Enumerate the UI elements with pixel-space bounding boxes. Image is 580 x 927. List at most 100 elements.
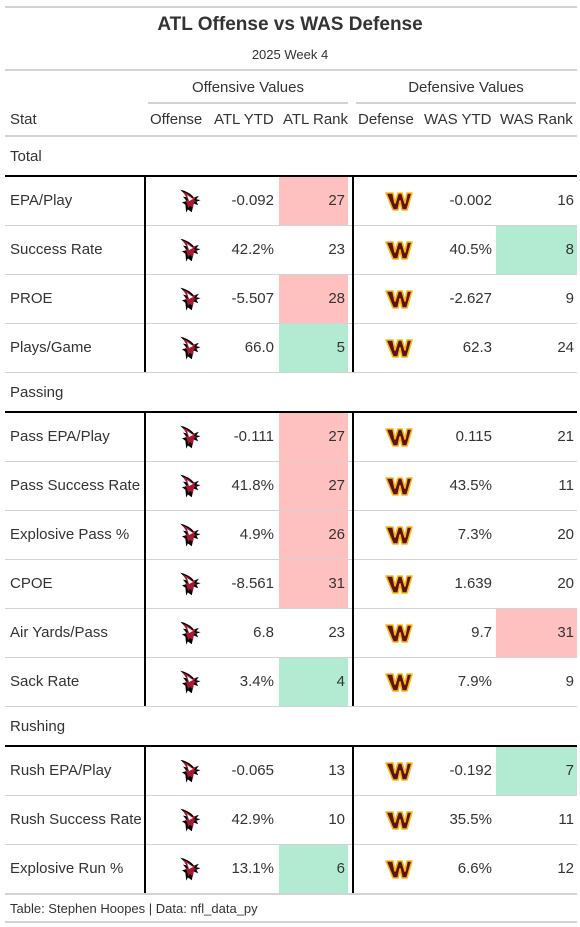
falcons-logo-icon xyxy=(175,569,205,599)
atl-ytd-value: -0.111 xyxy=(233,428,274,445)
was-rank-value: 7 xyxy=(565,762,574,779)
atl-ytd-value: 66.0 xyxy=(244,339,274,356)
was-ytd-value: 6.6% xyxy=(457,860,492,877)
atl-rank-highlight xyxy=(279,324,348,372)
bottom-divider xyxy=(5,893,577,895)
table-row: Explosive Pass % 4.9% 26 7.3% 20 xyxy=(5,511,577,560)
commanders-logo-icon xyxy=(384,805,414,835)
stat-name: EPA/Play xyxy=(10,192,73,209)
commanders-logo-icon xyxy=(384,667,414,697)
was-ytd-value: 0.115 xyxy=(455,428,492,445)
was-rank-value: 21 xyxy=(557,428,574,445)
falcons-logo-icon xyxy=(175,667,205,697)
atl-rank-value: 23 xyxy=(328,624,345,641)
atl-rank-highlight xyxy=(279,658,348,706)
atl-rank-value: 23 xyxy=(328,241,345,258)
atl-ytd-value: -5.507 xyxy=(231,290,274,307)
commanders-logo-icon xyxy=(384,854,414,884)
group-top-bar xyxy=(5,175,577,177)
table-row: Pass Success Rate 41.8% 27 43.5% 11 xyxy=(5,462,577,511)
falcons-logo-icon xyxy=(175,186,205,216)
atl-rank-highlight xyxy=(279,275,348,323)
commanders-logo-icon xyxy=(384,471,414,501)
stat-name: Plays/Game xyxy=(10,339,92,356)
col-header-was-ytd: WAS YTD xyxy=(424,111,492,128)
atl-rank-value: 27 xyxy=(328,428,345,445)
was-rank-value: 9 xyxy=(565,673,574,690)
was-ytd-value: 62.3 xyxy=(462,339,492,356)
stat-name: CPOE xyxy=(10,575,53,592)
table-row: PROE -5.507 28 -2.627 9 xyxy=(5,275,577,324)
top-border xyxy=(5,6,577,8)
falcons-logo-icon xyxy=(175,333,205,363)
was-ytd-value: -0.002 xyxy=(449,192,492,209)
was-ytd-value: 7.9% xyxy=(457,673,492,690)
col-header-atl-ytd: ATL YTD xyxy=(214,111,274,128)
atl-ytd-value: 3.4% xyxy=(239,673,274,690)
stat-name: Success Rate xyxy=(10,241,103,258)
commanders-logo-icon xyxy=(384,569,414,599)
commanders-logo-icon xyxy=(384,520,414,550)
atl-rank-value: 10 xyxy=(328,811,345,828)
was-rank-value: 11 xyxy=(558,811,574,828)
atl-rank-highlight xyxy=(279,845,348,893)
atl-rank-value: 31 xyxy=(328,575,345,592)
stat-name: Sack Rate xyxy=(10,673,80,690)
atl-rank-value: 27 xyxy=(328,192,345,209)
was-ytd-value: 9.7 xyxy=(471,624,492,641)
defense-spanner: Defensive Values xyxy=(408,79,524,96)
was-rank-value: 31 xyxy=(557,624,574,641)
stat-name: Explosive Run % xyxy=(10,860,124,877)
col-header-was-rank: WAS Rank xyxy=(500,111,573,128)
table-row: Sack Rate 3.4% 4 7.9% 9 xyxy=(5,658,577,707)
atl-rank-highlight xyxy=(279,413,348,461)
offense-defense-divider xyxy=(352,176,354,372)
falcons-logo-icon xyxy=(175,422,205,452)
col-header-defense: Defense xyxy=(358,111,414,128)
atl-ytd-value: 13.1% xyxy=(231,860,274,877)
stat-name: Pass EPA/Play xyxy=(10,428,110,445)
atl-ytd-value: 41.8% xyxy=(231,477,274,494)
atl-ytd-value: 6.8 xyxy=(253,624,274,641)
table-row: Rush EPA/Play -0.065 13 -0.192 7 xyxy=(5,747,577,796)
commanders-logo-icon xyxy=(384,756,414,786)
was-ytd-value: -2.627 xyxy=(449,290,492,307)
bottom-border xyxy=(5,921,577,923)
atl-ytd-value: 4.9% xyxy=(239,526,274,543)
table-row: Success Rate 42.2% 23 40.5% 8 xyxy=(5,226,577,275)
atl-rank-value: 26 xyxy=(328,526,345,543)
was-rank-value: 11 xyxy=(558,477,574,494)
group-top-bar xyxy=(5,411,577,413)
table-row: EPA/Play -0.092 27 -0.002 16 xyxy=(5,177,577,226)
defense-spanner-line xyxy=(356,102,576,104)
was-rank-value: 24 xyxy=(557,339,574,356)
header-divider xyxy=(5,69,577,71)
atl-rank-highlight xyxy=(279,511,348,559)
was-rank-value: 16 xyxy=(557,192,574,209)
stat-name: Explosive Pass % xyxy=(10,526,130,543)
commanders-logo-icon xyxy=(384,235,414,265)
table-row: Explosive Run % 13.1% 6 6.6% 12 xyxy=(5,845,577,894)
falcons-logo-icon xyxy=(175,471,205,501)
atl-ytd-value: -0.065 xyxy=(231,762,274,779)
stat-name: PROE xyxy=(10,290,53,307)
offense-spanner-line xyxy=(148,102,348,104)
was-ytd-value: -0.192 xyxy=(449,762,492,779)
atl-ytd-value: -0.092 xyxy=(231,192,274,209)
stat-name: Air Yards/Pass xyxy=(10,624,108,641)
was-ytd-value: 40.5% xyxy=(449,241,492,258)
atl-rank-highlight xyxy=(279,462,348,510)
stat-column-divider xyxy=(144,176,146,372)
atl-rank-value: 13 xyxy=(328,762,345,779)
was-rank-value: 12 xyxy=(557,860,574,877)
stat-column-divider xyxy=(144,746,146,893)
atl-rank-value: 27 xyxy=(328,477,345,494)
atl-ytd-value: 42.9% xyxy=(231,811,274,828)
stat-name: Rush EPA/Play xyxy=(10,762,112,779)
offense-defense-divider xyxy=(352,412,354,706)
was-ytd-value: 35.5% xyxy=(449,811,492,828)
table-row: Rush Success Rate 42.9% 10 35.5% 11 xyxy=(5,796,577,845)
atl-ytd-value: 42.2% xyxy=(231,241,274,258)
atl-ytd-value: -8.561 xyxy=(231,575,274,592)
